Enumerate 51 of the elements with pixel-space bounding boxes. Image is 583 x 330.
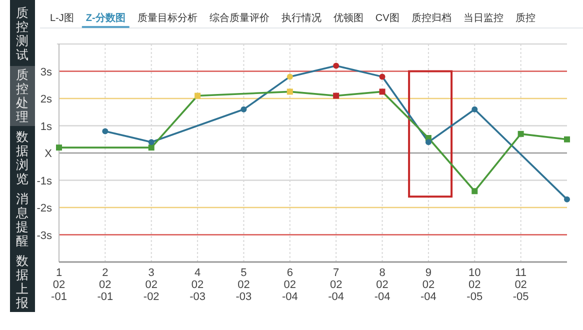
- x-tick-label: 2 02 -01: [97, 267, 114, 303]
- text: CV图: [375, 13, 400, 24]
- point: [333, 62, 340, 69]
- point: [148, 144, 154, 151]
- text: L-J图: [50, 13, 74, 24]
- point: [148, 139, 154, 146]
- point: [425, 139, 432, 146]
- x-tick-label: 1 02 -01: [51, 267, 67, 303]
- text: 执行情况: [281, 12, 322, 24]
- y-tick-label: -2s: [36, 202, 52, 214]
- text: 优顿图: [333, 12, 364, 24]
- point: [102, 128, 108, 134]
- x-tick-label: 11 02 -05: [512, 267, 529, 303]
- menu-item: 数据浏览: [16, 130, 29, 186]
- point: [240, 106, 247, 112]
- text: 当日监控: [463, 12, 504, 24]
- menu-item: 质控处理: [16, 68, 29, 124]
- x-tick-label: 7 02 -04: [328, 267, 344, 303]
- menu-item: 消息提醒: [16, 192, 29, 248]
- point: [379, 74, 386, 80]
- text: 质控归档: [411, 12, 452, 24]
- menu-item: 数据上报: [16, 254, 29, 310]
- y-tick-label: -1s: [36, 175, 52, 188]
- x-tick-label: 6 02 -04: [282, 267, 298, 303]
- menu-item: 质控测试: [16, 6, 29, 62]
- point: [379, 88, 386, 95]
- x-tick-label: 4 02 -03: [190, 267, 206, 303]
- y-tick-label: -3s: [36, 230, 52, 242]
- x-tick-label: 10 02 -05: [466, 267, 483, 303]
- point: [472, 188, 478, 194]
- chart-title: Z-分数图: [86, 12, 126, 24]
- x-tick-label: 8 02 -04: [374, 267, 390, 303]
- text: 质控: [515, 12, 536, 24]
- y-tick-label: 1s: [40, 120, 52, 133]
- point: [56, 144, 62, 151]
- point: [333, 92, 340, 99]
- point: [286, 74, 293, 80]
- y-tick-label: 3s: [40, 66, 52, 78]
- y-tick-label: X: [44, 148, 53, 160]
- text: 质量目标分析: [137, 12, 198, 24]
- point: [564, 196, 570, 202]
- x-tick-label: 3 02 -02: [143, 267, 160, 303]
- point: [286, 88, 293, 95]
- x-tick-label: 5 02 -03: [236, 267, 252, 303]
- point: [518, 130, 524, 137]
- y-tick-label: 2s: [40, 94, 52, 106]
- point: [472, 106, 478, 112]
- point: [564, 136, 570, 142]
- x-tick-label: 9 02 -04: [420, 267, 436, 303]
- point: [194, 92, 201, 99]
- text: 综合质量评价: [209, 12, 270, 24]
